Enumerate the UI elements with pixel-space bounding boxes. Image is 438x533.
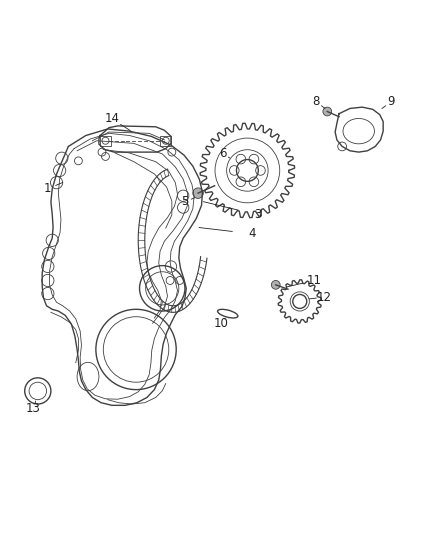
Text: 3: 3 (254, 208, 262, 222)
Circle shape (193, 188, 203, 198)
Text: 13: 13 (26, 402, 41, 415)
Text: 11: 11 (307, 274, 321, 287)
Text: 10: 10 (214, 317, 229, 330)
Circle shape (323, 107, 332, 116)
Text: 4: 4 (248, 227, 255, 240)
Text: 1: 1 (44, 182, 52, 195)
Text: 6: 6 (219, 147, 227, 160)
Text: 12: 12 (317, 290, 332, 304)
Text: 5: 5 (181, 196, 189, 208)
Bar (100, 135, 111, 146)
Text: 8: 8 (312, 95, 320, 108)
Text: 14: 14 (105, 112, 120, 125)
Bar (160, 135, 171, 146)
Text: 9: 9 (388, 95, 395, 108)
Circle shape (272, 280, 280, 289)
